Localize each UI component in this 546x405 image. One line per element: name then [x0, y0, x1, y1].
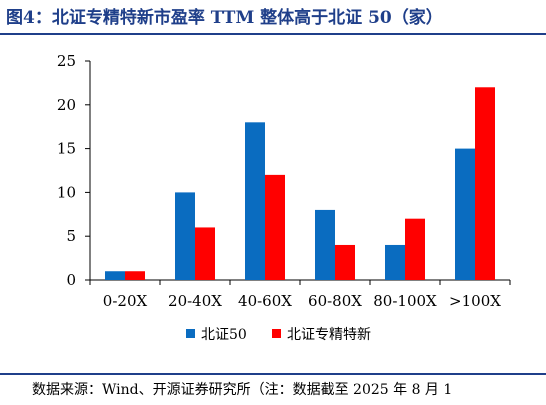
x-tick-label: 40-60X	[238, 292, 292, 310]
legend-label: 北证50	[201, 327, 247, 343]
bar-beizheng50	[385, 244, 405, 280]
bar-zhuanjingtexin	[405, 218, 425, 280]
bar-beizheng50	[175, 192, 195, 280]
figure-title: 图4：北证专精特新市盈率 TTM 整体高于北证 50（家）	[6, 8, 443, 28]
source-rule	[0, 373, 546, 375]
x-axis: 0-20X 20-40X 40-60X 60-80X 80-100X >100X	[89, 279, 511, 310]
bar-zhuanjingtexin	[125, 271, 145, 280]
title-rule	[0, 33, 546, 35]
y-axis: 0 5 10 15 20 25	[57, 52, 91, 289]
bar-zhuanjingtexin	[475, 87, 495, 280]
x-tick-label: >100X	[449, 292, 501, 310]
bar-chart: 0 5 10 15 20 25 0-20X 20-40X 40-60X 60-80X 80-100…	[57, 52, 511, 343]
bar-beizheng50	[455, 148, 475, 280]
y-tick-label: 25	[57, 52, 76, 70]
legend-swatch	[272, 329, 281, 338]
x-tick-label: 20-40X	[168, 292, 222, 310]
x-tick-label: 80-100X	[373, 292, 437, 310]
bar-zhuanjingtexin	[265, 174, 285, 280]
y-tick-label: 15	[57, 140, 76, 158]
y-tick-label: 5	[66, 227, 76, 245]
source-note: 数据来源：Wind、开源证券研究所（注：数据截至 2025 年 8 月 1	[32, 382, 453, 398]
x-tick-label: 0-20X	[103, 292, 148, 310]
bar-zhuanjingtexin	[195, 227, 215, 280]
bars	[105, 87, 495, 280]
y-tick-label: 20	[57, 96, 76, 114]
legend-label: 北证专精特新	[287, 327, 371, 343]
bar-beizheng50	[245, 122, 265, 280]
y-tick-label: 0	[66, 271, 76, 289]
bar-beizheng50	[315, 209, 335, 280]
y-tick-label: 10	[57, 183, 76, 201]
legend-swatch	[186, 329, 195, 338]
bar-beizheng50	[105, 271, 125, 280]
bar-zhuanjingtexin	[335, 244, 355, 280]
legend: 北证50 北证专精特新	[186, 327, 371, 343]
x-tick-label: 60-80X	[308, 292, 362, 310]
